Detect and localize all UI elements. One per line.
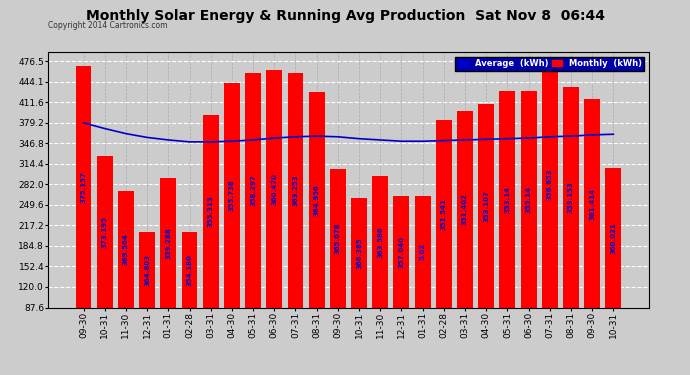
Bar — [76, 66, 92, 308]
Bar — [288, 73, 304, 308]
Text: 360.021: 360.021 — [611, 222, 616, 254]
Bar — [584, 99, 600, 308]
Text: 359.153: 359.153 — [568, 181, 574, 213]
Bar — [478, 105, 494, 308]
Text: 355.738: 355.738 — [229, 179, 235, 211]
Text: 366.385: 366.385 — [356, 237, 362, 269]
Bar — [330, 169, 346, 308]
Bar — [373, 176, 388, 308]
Text: 356.653: 356.653 — [546, 168, 553, 200]
Legend: Average  (kWh), Monthly  (kWh): Average (kWh), Monthly (kWh) — [455, 57, 644, 70]
Text: Copyright 2014 Cartronics.com: Copyright 2014 Cartronics.com — [48, 21, 168, 30]
Text: 354.180: 354.180 — [186, 254, 193, 286]
Text: 361.414: 361.414 — [589, 188, 595, 219]
Text: 375.157: 375.157 — [81, 171, 86, 203]
Text: 351.541: 351.541 — [441, 198, 447, 230]
Text: 355.315: 355.315 — [208, 195, 214, 227]
Bar — [605, 168, 621, 308]
Text: 357.040: 357.040 — [398, 236, 404, 268]
Text: 360.470: 360.470 — [271, 172, 277, 204]
Bar — [393, 196, 409, 308]
Text: 353.107: 353.107 — [483, 190, 489, 222]
Text: 365.678: 365.678 — [335, 222, 341, 254]
Bar — [563, 87, 579, 308]
Text: 353.14: 353.14 — [504, 186, 511, 213]
Bar — [457, 111, 473, 308]
Bar — [415, 196, 431, 308]
Text: 364.956: 364.956 — [314, 184, 319, 216]
Text: 358.297: 358.297 — [250, 174, 256, 206]
Bar — [139, 232, 155, 308]
Text: 359.288: 359.288 — [166, 227, 171, 259]
Bar — [308, 92, 324, 308]
Text: 369.564: 369.564 — [123, 233, 129, 265]
Bar — [245, 73, 261, 308]
Text: 363.253: 363.253 — [293, 174, 299, 206]
Bar — [203, 115, 219, 308]
Bar — [181, 232, 197, 308]
Bar — [500, 90, 515, 308]
Bar — [436, 120, 452, 308]
Bar — [224, 83, 240, 308]
Text: 5.02: 5.02 — [420, 243, 426, 261]
Text: 363.586: 363.586 — [377, 226, 383, 258]
Text: 355.14: 355.14 — [526, 186, 531, 213]
Bar — [521, 90, 537, 308]
Bar — [351, 198, 367, 308]
Text: 351.402: 351.402 — [462, 193, 468, 225]
Text: 364.803: 364.803 — [144, 254, 150, 286]
Text: 373.195: 373.195 — [101, 216, 108, 248]
Bar — [118, 190, 134, 308]
Bar — [160, 178, 176, 308]
Bar — [266, 70, 282, 308]
Text: Monthly Solar Energy & Running Avg Production  Sat Nov 8  06:44: Monthly Solar Energy & Running Avg Produ… — [86, 9, 604, 23]
Bar — [542, 60, 558, 308]
Bar — [97, 156, 112, 308]
